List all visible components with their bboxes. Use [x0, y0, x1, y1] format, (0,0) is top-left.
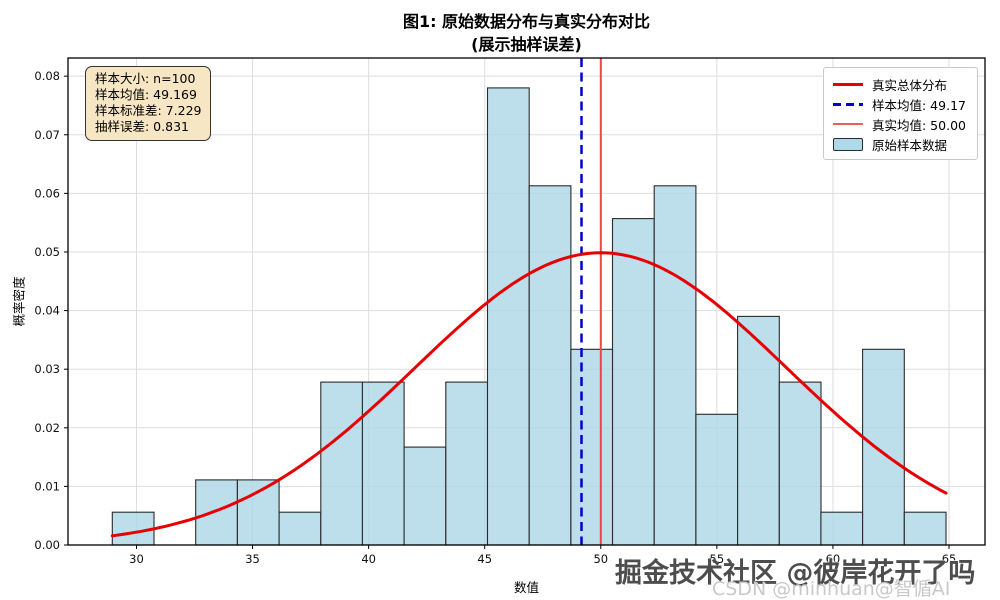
- histogram-bar: [695, 413, 739, 546]
- x-axis-label: 数值: [513, 580, 539, 595]
- chart-title: 图1: 原始数据分布与真实分布对比 (展示抽样误差): [68, 10, 985, 56]
- chart-title-line2: (展示抽样误差): [471, 35, 582, 55]
- x-tick-label: 45: [477, 552, 492, 566]
- y-tick-label: 0.05: [34, 245, 60, 259]
- stats-line-sample-size: 样本大小: n=100: [95, 71, 196, 86]
- histogram-bar: [236, 479, 280, 546]
- legend-label: 样本均值: 49.17: [872, 97, 966, 113]
- watermark-csdn: CSDN @minhuan@智偱AI: [712, 578, 951, 600]
- sample-data-patch-marker: [833, 137, 863, 151]
- legend-item-true-distribution: 真实总体分布: [833, 74, 966, 94]
- histogram-bar: [195, 479, 238, 546]
- stats-line-sampling-error: 抽样误差: 0.831: [95, 118, 189, 134]
- histogram-bar: [361, 381, 405, 546]
- legend-label: 原始样本数据: [872, 137, 948, 153]
- y-tick-label: 0.03: [34, 362, 60, 376]
- histogram-bar: [778, 381, 822, 546]
- histogram-bar: [570, 348, 614, 546]
- histogram-bar: [445, 381, 489, 546]
- sample-mean-dashed-line-marker: [833, 102, 863, 106]
- true-distribution-line-marker: [833, 82, 863, 86]
- x-tick-label: 35: [245, 552, 260, 566]
- legend-item-true-mean: 真实均值: 50.00: [833, 114, 966, 134]
- stats-line-sample-std: 样本标准差: 7.229: [95, 102, 202, 118]
- x-tick-label: 50: [593, 552, 608, 566]
- histogram-bar: [653, 185, 697, 546]
- y-tick-label: 0.00: [34, 538, 60, 552]
- y-tick-label: 0.01: [34, 479, 60, 493]
- stats-line-sample-mean: 样本均值: 49.169: [95, 86, 197, 102]
- histogram-bar: [820, 511, 864, 546]
- histogram-bar: [403, 446, 447, 546]
- legend-label: 真实总体分布: [872, 77, 948, 93]
- histogram-bar: [862, 348, 905, 546]
- true-mean-line-marker: [833, 123, 863, 125]
- y-tick-label: 0.07: [34, 128, 60, 142]
- y-tick-label: 0.06: [34, 186, 60, 200]
- x-tick-label: 30: [129, 552, 144, 566]
- x-tick-label: 55: [710, 552, 725, 566]
- legend-label: 真实均值: 50.00: [872, 117, 966, 133]
- plot-border: [67, 57, 986, 546]
- histogram-bar: [320, 381, 364, 546]
- watermark-juejin: 掘金技术社区 @彼岸花开了吗: [615, 558, 976, 589]
- histogram-bar: [737, 315, 780, 546]
- x-tick-label: 40: [361, 552, 376, 566]
- histogram-bar: [611, 218, 655, 546]
- chart-title-line1: 图1: 原始数据分布与真实分布对比: [402, 12, 651, 31]
- legend: 真实总体分布 样本均值: 49.17 真实均值: 50.00 原始样本数据: [823, 67, 978, 160]
- histogram-bar: [486, 87, 530, 546]
- legend-item-sample-mean: 样本均值: 49.17: [833, 94, 966, 114]
- x-tick-label: 65: [942, 552, 957, 566]
- y-tick-label: 0.02: [34, 421, 60, 435]
- stats-box: 样本大小: n=100 样本均值: 49.169 样本标准差: 7.229 抽样…: [85, 66, 212, 141]
- y-tick-label: 0.08: [34, 69, 60, 83]
- histogram-bar: [528, 185, 572, 546]
- x-tick-label: 60: [826, 552, 841, 566]
- y-axis-label: 概率密度: [11, 276, 27, 327]
- legend-item-sample-data: 原始样本数据: [833, 134, 966, 154]
- true-distribution-curve: [110, 251, 948, 538]
- histogram-bar: [278, 511, 322, 546]
- histogram-bar: [903, 511, 947, 546]
- y-tick-label: 0.04: [34, 304, 60, 318]
